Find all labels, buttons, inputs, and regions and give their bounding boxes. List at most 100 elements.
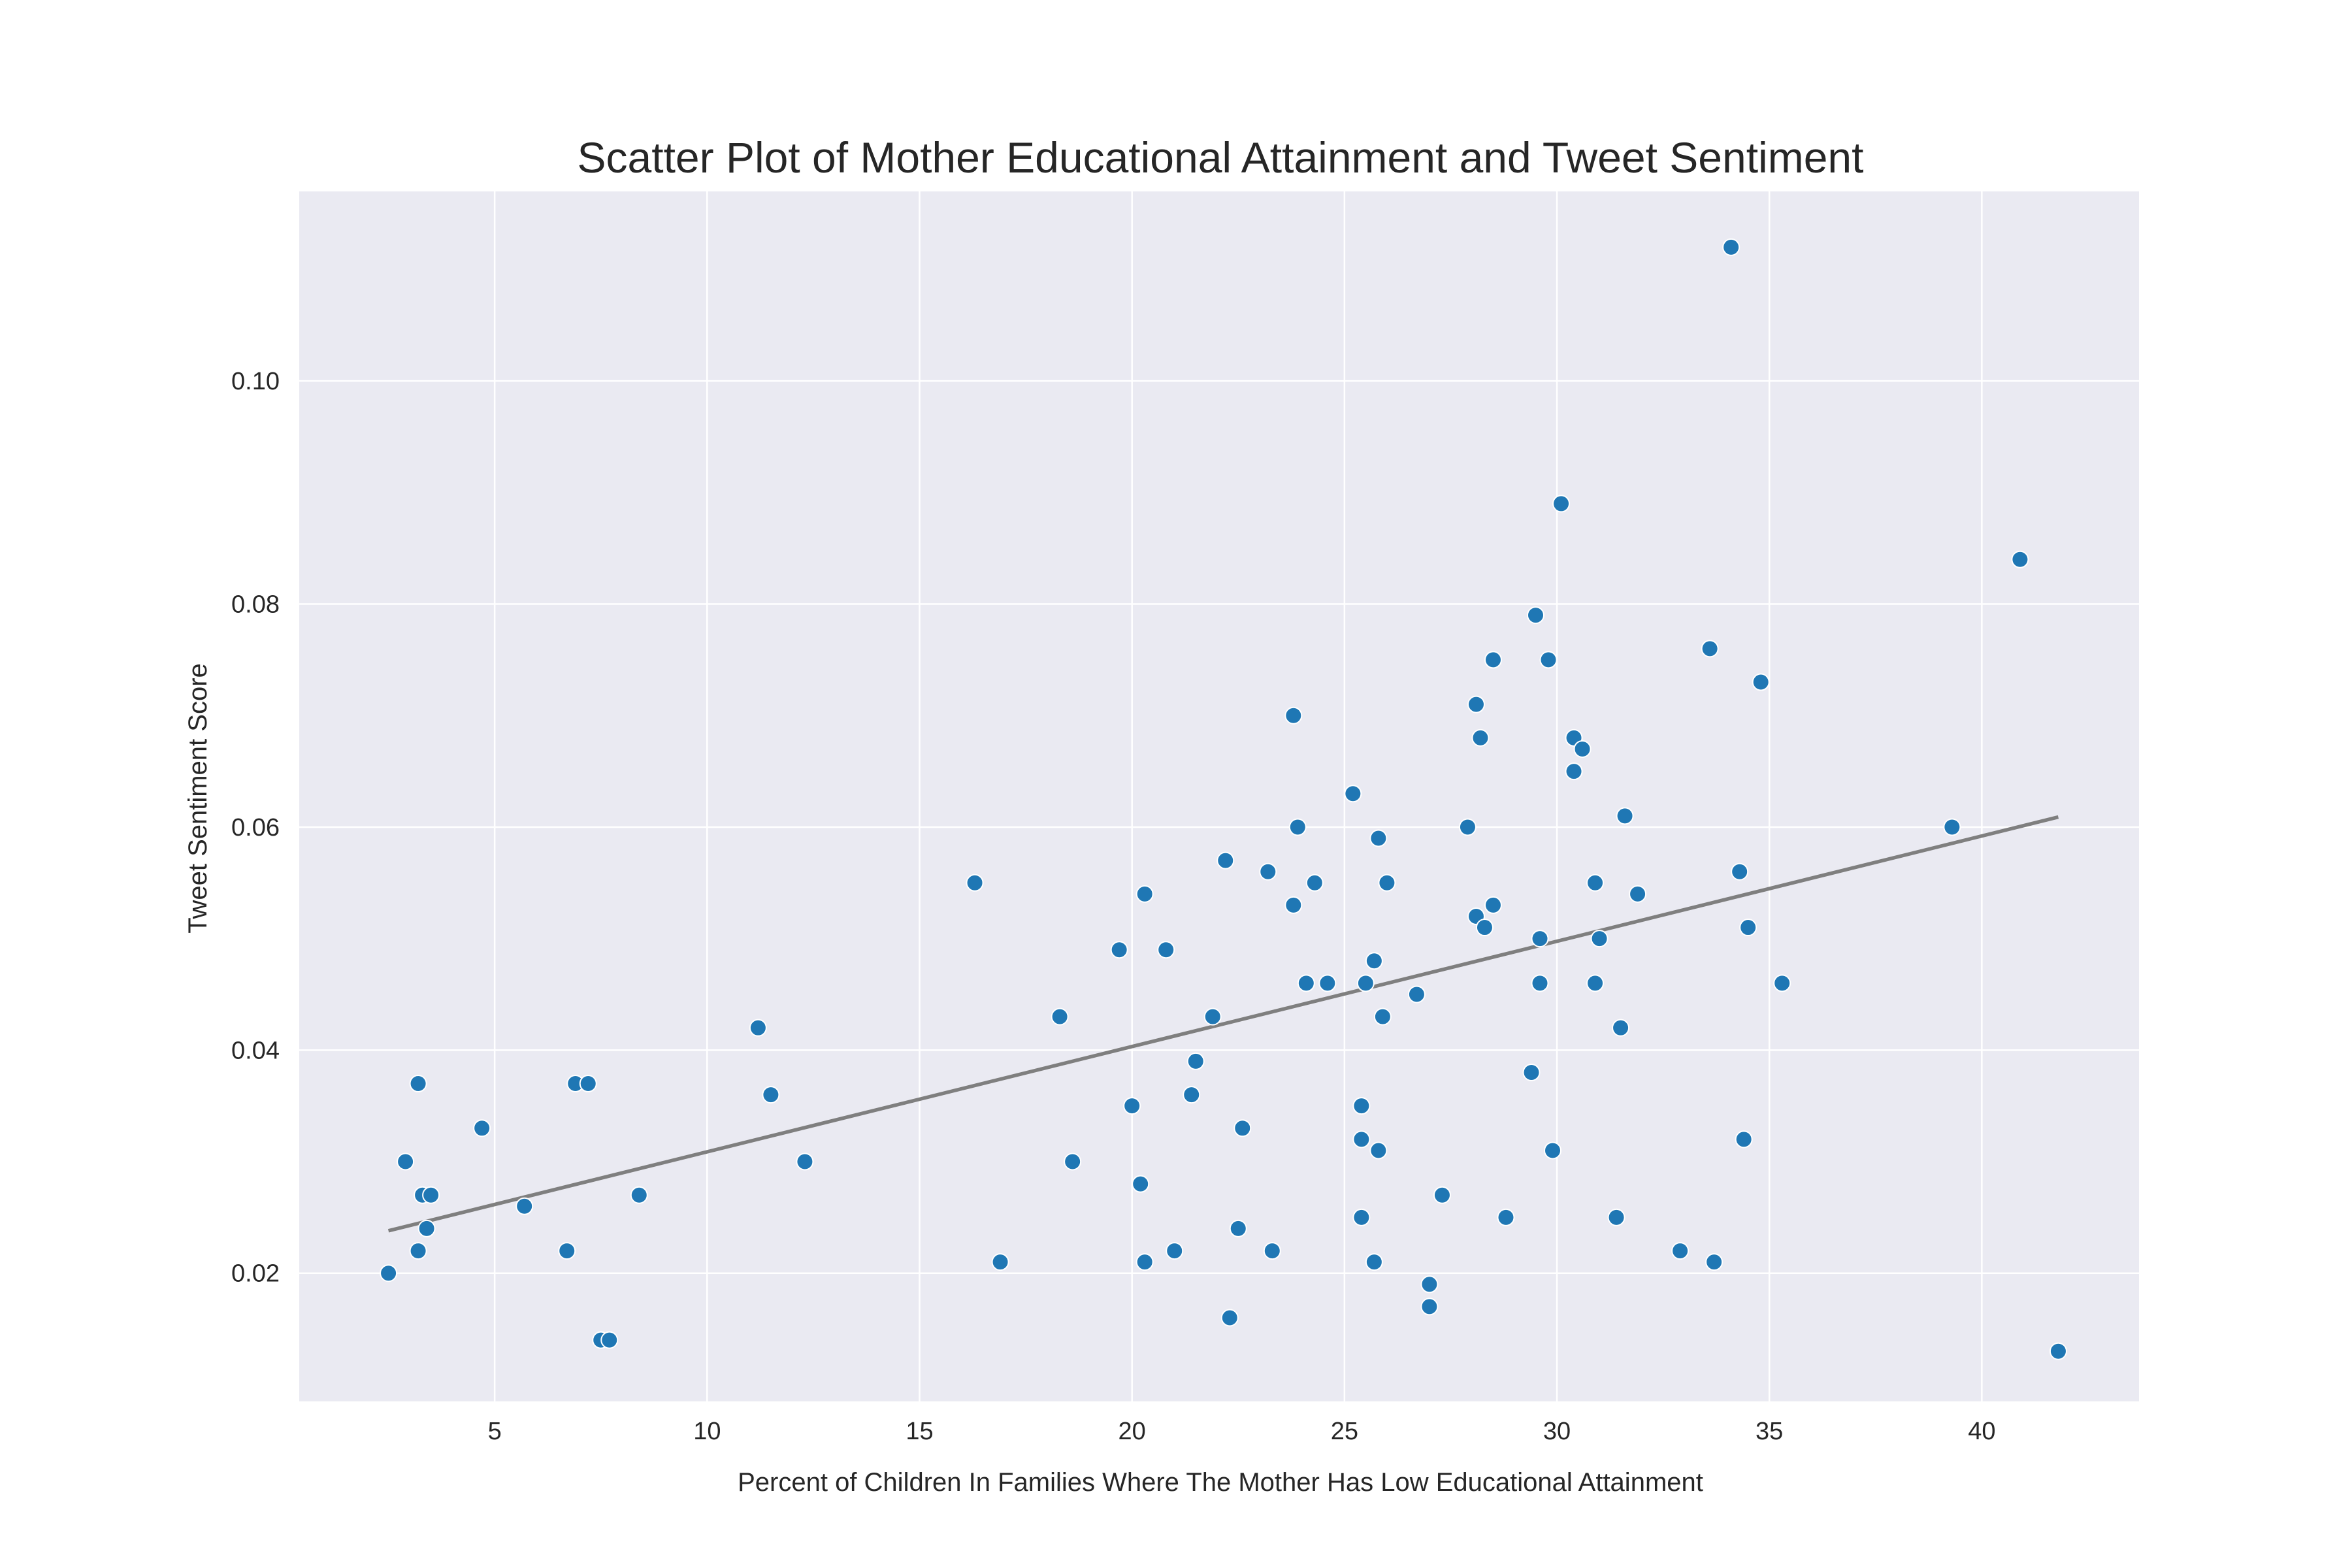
data-point: [1157, 941, 1175, 959]
data-point: [579, 1075, 597, 1093]
data-point: [1365, 1253, 1383, 1271]
data-point: [1735, 1130, 1753, 1149]
data-point: [2049, 1342, 2067, 1360]
data-point: [1484, 896, 1502, 914]
data-point: [1352, 1130, 1371, 1149]
data-point: [1378, 874, 1396, 892]
data-point: [1612, 1019, 1630, 1037]
data-point: [409, 1242, 427, 1260]
data-point: [1539, 651, 1558, 669]
data-point: [1420, 1275, 1439, 1294]
data-point: [1064, 1152, 1082, 1171]
data-point: [1123, 1097, 1141, 1115]
data-points: [380, 238, 2067, 1360]
data-point: [1166, 1242, 1184, 1260]
data-point: [1356, 974, 1375, 992]
data-point: [1701, 640, 1719, 658]
data-point: [1217, 851, 1235, 870]
data-point: [1369, 829, 1388, 847]
data-point: [1288, 818, 1307, 836]
data-point: [1739, 919, 1757, 937]
data-point: [1475, 919, 1494, 937]
x-axis-title: Percent of Children In Families Where Th…: [738, 1468, 1703, 1497]
data-point: [1318, 974, 1337, 992]
y-tick-labels: 0.02 0.04 0.06 0.08 0.10: [231, 368, 280, 1288]
data-point: [1671, 1242, 1690, 1260]
x-tick-label: 5: [488, 1418, 502, 1445]
data-point: [1135, 1253, 1154, 1271]
data-point: [1344, 785, 1362, 803]
x-tick-label: 30: [1543, 1418, 1571, 1445]
data-point: [380, 1264, 398, 1282]
data-point: [1522, 1063, 1541, 1081]
data-point: [1629, 885, 1647, 903]
data-point: [1565, 762, 1583, 781]
x-tick-label: 35: [1756, 1418, 1783, 1445]
data-point: [749, 1019, 767, 1037]
x-tick-label: 15: [906, 1418, 933, 1445]
data-point: [1220, 1309, 1239, 1327]
gridlines: [299, 191, 2139, 1401]
data-point: [1433, 1186, 1451, 1204]
data-point: [1731, 862, 1749, 881]
data-point: [1284, 706, 1303, 725]
data-point: [966, 874, 984, 892]
data-point: [796, 1152, 814, 1171]
data-point: [1132, 1175, 1150, 1193]
y-tick-label: 0.02: [231, 1260, 280, 1288]
data-point: [1458, 818, 1477, 836]
plot-background: [299, 191, 2139, 1401]
data-point: [1373, 1007, 1392, 1026]
data-point: [1203, 1007, 1222, 1026]
data-point: [1752, 673, 1770, 691]
data-point: [1544, 1141, 1562, 1160]
y-tick-label: 0.10: [231, 368, 280, 395]
data-point: [409, 1075, 427, 1093]
data-point: [422, 1186, 440, 1204]
x-tick-label: 10: [693, 1418, 721, 1445]
data-point: [1527, 606, 1545, 625]
data-point: [1607, 1208, 1625, 1226]
data-point: [630, 1186, 648, 1204]
data-point: [1259, 862, 1277, 881]
data-point: [473, 1119, 491, 1137]
data-point: [1497, 1208, 1515, 1226]
data-point: [1284, 896, 1303, 914]
data-point: [762, 1086, 780, 1104]
data-point: [1484, 651, 1502, 669]
data-point: [1233, 1119, 1252, 1137]
data-point: [1110, 941, 1128, 959]
data-point: [1722, 238, 1740, 256]
data-point: [1573, 740, 1592, 758]
data-point: [1590, 930, 1609, 948]
data-point: [1467, 695, 1485, 713]
data-point: [1229, 1219, 1247, 1237]
data-point: [417, 1219, 436, 1237]
data-point: [600, 1331, 619, 1349]
data-point: [1369, 1141, 1388, 1160]
data-point: [1943, 818, 1961, 836]
data-point: [1135, 885, 1154, 903]
chart-title: Scatter Plot of Mother Educational Attai…: [578, 133, 1864, 182]
data-point: [558, 1242, 576, 1260]
trendline-group: [387, 815, 2059, 1233]
x-tick-label: 20: [1119, 1418, 1146, 1445]
x-tick-labels: 5 10 15 20 25 30 35 40: [488, 1418, 1996, 1445]
trendline: [387, 815, 2059, 1233]
data-point: [515, 1197, 534, 1215]
data-point: [1051, 1007, 1069, 1026]
data-point: [1531, 930, 1549, 948]
data-point: [1186, 1052, 1205, 1070]
data-point: [1305, 874, 1324, 892]
y-tick-label: 0.06: [231, 814, 280, 841]
data-point: [1705, 1253, 1723, 1271]
data-point: [1552, 495, 1571, 513]
data-point: [991, 1253, 1009, 1271]
data-point: [1420, 1298, 1439, 1316]
data-point: [1365, 952, 1383, 970]
data-point: [1773, 974, 1791, 992]
data-point: [1352, 1097, 1371, 1115]
data-point: [1586, 874, 1605, 892]
data-point: [1263, 1242, 1281, 1260]
